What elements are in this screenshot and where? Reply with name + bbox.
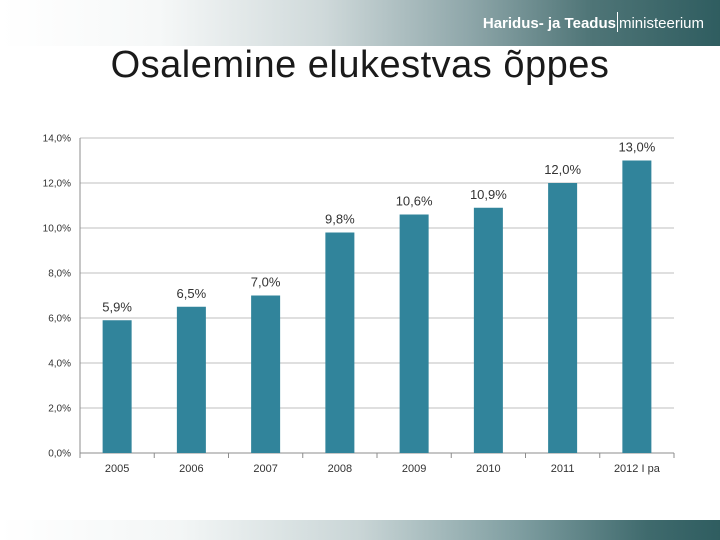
data-label: 7,0% <box>251 275 281 290</box>
bar <box>102 320 132 453</box>
y-tick-label: 10,0% <box>43 224 71 235</box>
y-tick-label: 4,0% <box>48 359 71 370</box>
data-label: 9,8% <box>325 212 355 227</box>
data-label: 13,0% <box>618 140 655 155</box>
y-tick-label: 8,0% <box>48 269 71 280</box>
y-tick-label: 14,0% <box>43 134 71 145</box>
bar <box>325 232 355 453</box>
data-label: 10,9% <box>470 187 507 202</box>
x-category-label: 2012 I pa <box>614 463 661 475</box>
data-label: 10,6% <box>396 194 433 209</box>
bar <box>473 207 503 453</box>
y-tick-label: 2,0% <box>48 404 71 415</box>
x-category-label: 2006 <box>179 463 203 475</box>
x-category-label: 2005 <box>105 463 129 475</box>
y-tick-label: 6,0% <box>48 314 71 325</box>
bar <box>399 214 429 453</box>
brand-divider <box>616 12 618 32</box>
x-category-label: 2011 <box>551 463 575 475</box>
bar <box>622 160 652 453</box>
bar <box>548 183 578 453</box>
ministry-logo: Haridus- ja Teadus ministeerium <box>483 12 704 34</box>
data-label: 12,0% <box>544 162 581 177</box>
brand-secondary: ministeerium <box>618 15 704 32</box>
brand-primary: Haridus- ja Teadus <box>482 15 616 32</box>
y-tick-label: 12,0% <box>43 179 71 190</box>
data-label: 5,9% <box>102 299 132 314</box>
x-category-label: 2008 <box>328 463 352 475</box>
x-category-label: 2010 <box>476 463 500 475</box>
header-band: Haridus- ja Teadus ministeerium <box>0 0 720 46</box>
bar <box>176 306 206 453</box>
bar <box>251 295 281 453</box>
y-tick-label: 0,0% <box>48 449 71 460</box>
footer-band <box>0 520 720 540</box>
data-label: 6,5% <box>177 286 207 301</box>
slide-title: Osalemine elukestvas õppes <box>110 44 610 86</box>
x-category-label: 2007 <box>253 463 277 475</box>
x-category-label: 2009 <box>402 463 426 475</box>
